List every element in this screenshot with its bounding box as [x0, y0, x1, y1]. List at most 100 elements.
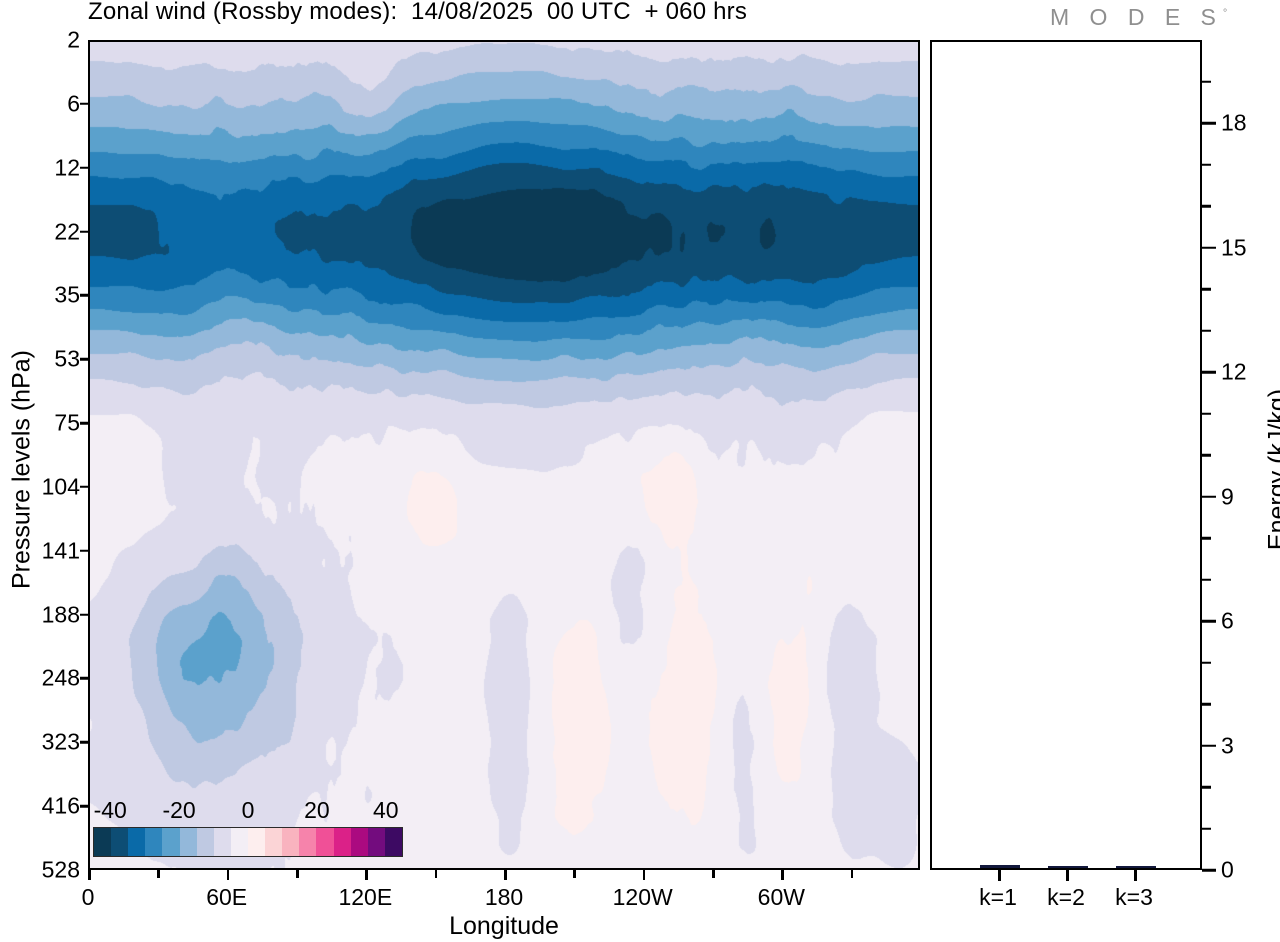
colorbar-swatch: [94, 828, 112, 856]
colorbar-tick-label: -40: [93, 797, 127, 823]
colorbar-swatches: [93, 827, 403, 857]
energy-minor-tick: [1202, 702, 1211, 706]
energy-tick-label: 9: [1221, 483, 1234, 509]
colorbar-tick-labels: -40 -20 0 20 40: [93, 797, 403, 827]
pressure-tick-label: 248: [41, 664, 80, 691]
zonal-wind-contour-panel: [88, 40, 920, 870]
pressure-tick-mark: [80, 230, 89, 233]
pressure-tick-mark: [80, 294, 89, 297]
energy-minor-tick: [1202, 536, 1211, 540]
energy-bar: [1047, 866, 1089, 868]
chart-title: Zonal wind (Rossby modes): 14/08/2025 00…: [88, 0, 748, 25]
colorbar-swatch: [299, 828, 317, 856]
energy-tick-mark: [1202, 370, 1216, 374]
energy-tick-mark: [1202, 868, 1216, 872]
energy-minor-tick: [1202, 204, 1211, 208]
watermark-degree: °: [1222, 7, 1228, 20]
pressure-tick-mark: [80, 549, 89, 553]
colorbar-swatch: [384, 828, 402, 856]
wavenumber-tick-mark: [1066, 870, 1069, 881]
energy-minor-tick: [1202, 661, 1211, 664]
pressure-tick-label: 35: [54, 281, 80, 308]
energy-tick-label: 0: [1221, 856, 1234, 883]
energy-minor-tick: [1202, 163, 1211, 166]
pressure-tick-label: 416: [41, 792, 80, 819]
pressure-axis-title: Pressure levels (hPa): [7, 350, 36, 589]
pressure-tick-mark: [80, 421, 89, 425]
energy-minor-tick: [1202, 827, 1211, 830]
energy-bars: [932, 42, 1200, 868]
wavenumber-tick-label: k=1: [979, 884, 1017, 910]
longitude-tick-label: 60W: [757, 884, 805, 910]
colorbar-swatch: [162, 828, 180, 856]
wavenumber-tick-mark: [1134, 870, 1137, 881]
pressure-tick-label: 22: [54, 218, 80, 245]
pressure-tick-label: 12: [54, 154, 80, 181]
colorbar-swatch: [265, 828, 283, 856]
contour-field: [90, 42, 918, 868]
energy-tick-mark: [1202, 744, 1216, 747]
longitude-axis-title: Longitude: [449, 912, 559, 940]
energy-tick-mark: [1202, 495, 1216, 498]
longitude-tick-mark: [642, 870, 646, 880]
colorbar-swatch: [128, 828, 146, 856]
energy-minor-tick: [1202, 785, 1211, 789]
colorbar-swatch: [145, 828, 163, 856]
pressure-tick-label: 104: [41, 473, 80, 500]
pressure-tick-label: 323: [41, 728, 80, 755]
longitude-tick-label: 60E: [206, 884, 248, 910]
pressure-tick-label: 6: [67, 90, 80, 117]
pressure-tick-label: 188: [41, 601, 80, 628]
energy-tick-label: 15: [1221, 234, 1247, 260]
longitude-tick-label: 0: [81, 884, 95, 910]
longitude-tick-mark: [365, 870, 368, 880]
pressure-tick-label: 75: [54, 409, 80, 436]
longitude-minor-tick: [573, 870, 576, 878]
pressure-axis: 2 6 12 22 35 53 75 104 141 188 248 323 416 528: [0, 0, 80, 942]
pressure-tick-mark: [80, 485, 89, 489]
longitude-minor-tick: [712, 870, 715, 878]
colorbar-swatch: [213, 828, 231, 856]
colorbar-legend: -40 -20 0 20 40: [93, 797, 403, 862]
pressure-tick-mark: [80, 166, 89, 169]
energy-minor-tick: [1202, 412, 1211, 415]
wavenumber-tick-label: k=3: [1115, 884, 1153, 910]
energy-tick-mark: [1202, 619, 1216, 623]
colorbar-swatch: [230, 828, 248, 856]
pressure-tick-mark: [80, 804, 89, 808]
longitude-tick-mark: [226, 870, 230, 880]
wavenumber-tick-label: k=2: [1047, 884, 1085, 910]
colorbar-swatch: [367, 828, 385, 856]
pressure-tick-label: 53: [54, 345, 80, 372]
energy-axis-title: Energy (kJ/kg): [1263, 388, 1280, 551]
energy-tick-mark: [1202, 246, 1216, 249]
longitude-tick-label: 120W: [612, 884, 673, 910]
longitude-tick-mark: [88, 870, 91, 880]
colorbar-swatch: [316, 828, 334, 856]
pressure-tick-label: 528: [41, 856, 80, 883]
colorbar-swatch: [333, 828, 351, 856]
longitude-tick-mark: [781, 870, 784, 880]
energy-tick-label: 3: [1221, 732, 1234, 758]
colorbar-tick-label: 0: [241, 797, 255, 823]
energy-minor-tick: [1202, 453, 1211, 457]
pressure-tick-mark: [80, 357, 89, 361]
energy-tick-mark: [1202, 121, 1216, 125]
energy-tick-label: 12: [1221, 358, 1247, 385]
colorbar-swatch: [196, 828, 214, 856]
colorbar-swatch: [282, 828, 300, 856]
energy-minor-tick: [1202, 578, 1211, 581]
colorbar-tick-label: -20: [162, 797, 196, 823]
pressure-tick-label: 2: [67, 26, 80, 53]
pressure-tick-mark: [80, 102, 89, 106]
longitude-tick-mark: [504, 870, 507, 880]
watermark-text: M O D E S: [1050, 4, 1223, 30]
energy-minor-tick: [1202, 80, 1211, 83]
energy-bar: [979, 864, 1021, 868]
energy-minor-tick: [1202, 287, 1211, 291]
modes-watermark: M O D E S°: [1050, 4, 1227, 31]
pressure-tick-mark: [80, 677, 89, 680]
colorbar-swatch: [179, 828, 197, 856]
colorbar-tick-label: 20: [304, 797, 330, 823]
